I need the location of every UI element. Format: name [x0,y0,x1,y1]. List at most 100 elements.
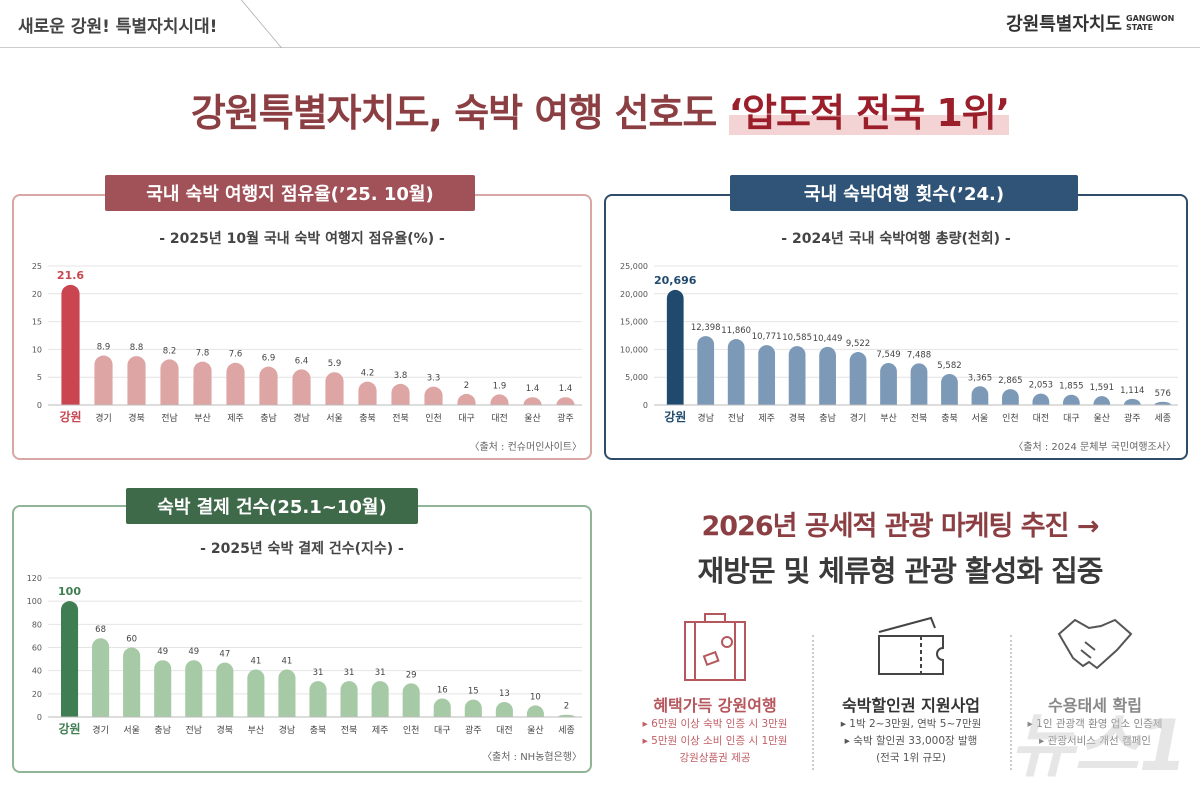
data-label: 2,053 [1029,381,1053,391]
bar [1123,398,1141,405]
bar [495,701,513,717]
x-tick-label: 부산 [194,413,211,424]
message-line1: 2026년 공세적 관광 마케팅 추진 → [701,511,1099,542]
bar [1002,389,1019,405]
data-label: 21.6 [57,269,84,282]
x-tick-label: 충북 [359,413,376,424]
x-tick-label: 제주 [227,413,244,424]
x-tick-label: 광주 [465,724,482,736]
x-tick-label: 서울 [972,413,989,424]
data-label: 41 [250,657,261,667]
chart-share: 0 5 10 15 20 25 21.6 강원 8.9 경기 8.8 경북 8.2 전남 7.8 부산 7.6 제… [32,262,582,424]
bar [1032,393,1050,405]
data-label: 100 [58,585,81,598]
watermark: 뉴스1 [1010,705,1188,787]
data-label: 16 [437,685,448,695]
x-tick-label: 경북 [217,724,234,736]
bar [193,361,212,405]
data-label: 576 [1155,389,1171,399]
y-tick-label: 0 [37,401,42,410]
x-tick-label: 제주 [758,413,775,424]
y-tick-label: 25,000 [620,262,648,271]
bar [556,397,575,405]
x-tick-label: 세종 [558,725,575,736]
item-benefit: 혜택가득 강원여행 ▸ 6만원 이상 숙박 인증 시 3만원 ▸ 5만원 이상 소… [620,612,810,767]
bar [1154,401,1172,405]
data-label: 2,865 [998,376,1022,386]
bar [402,683,420,717]
item-hospitality: 수용태세 확립 ▸ 1인 관광객 환영 업소 인증제 ▸ 관광서비스 개선 캠페인 [1000,612,1190,750]
data-label: 29 [406,670,417,680]
chart-payments: 0 20 40 60 80 100 120 100 강원 68 경기 60 서울 49 충남 49 전남 47 경북… [27,574,582,736]
y-tick-label: 20,000 [620,290,648,299]
x-tick-label: 세종 [1154,413,1171,424]
bar [60,601,79,717]
x-tick-label: 대전 [491,413,508,424]
divider [211,0,283,48]
item-voucher: 숙박할인권 지원사업 ▸ 1박 2~3만원, 연박 5~7만원 ▸ 숙박 할인권 … [816,612,1006,767]
chart-trips: 0 5,000 10,000 15,000 20,000 25,000 20,696 강원 12… [620,262,1178,424]
data-label: 5,582 [937,361,961,371]
x-tick-label: 제주 [372,725,389,736]
data-label: 31 [313,668,324,678]
bar [819,346,836,405]
data-label: 1,591 [1090,383,1114,393]
chart-title: - 2025년 숙박 결제 건수(지수) - [200,541,404,557]
tab-payments: 숙박 결제 건수(25.1~10월) [126,488,418,524]
data-label: 6.4 [295,356,309,366]
x-tick-label: 경북 [789,412,806,424]
bar [325,372,344,405]
x-tick-label: 경남 [293,412,310,424]
bar [226,362,245,405]
x-tick-label: 충남 [154,725,171,736]
chart-title: - 2025년 10월 국내 숙박 여행지 점유율(%) - [159,231,445,247]
bar [309,681,327,717]
bar [1093,396,1111,405]
x-tick-label: 전남 [185,725,202,736]
tab-share: 국내 숙박 여행지 점유율(’25. 10월) [105,175,475,211]
tab-trips: 국내 숙박여행 횟수(’24.) [730,175,1078,211]
data-label: 3,365 [968,373,992,383]
bar [278,669,296,717]
y-tick-label: 0 [643,401,648,410]
data-label: 41 [282,657,293,667]
data-label: 15 [468,687,479,697]
x-tick-label: 경기 [92,724,109,736]
data-label: 6.9 [262,354,276,364]
data-label: 20,696 [654,274,697,287]
y-tick-label: 15 [32,318,42,327]
bar [340,681,358,717]
slogan: 새로운 강원! 특별자치시대! [18,17,218,37]
x-tick-label: 부산 [880,413,897,424]
data-label: 1,855 [1059,382,1083,392]
bar [490,394,509,405]
bar [910,363,928,405]
x-tick-label: 울산 [527,725,544,736]
data-label: 31 [375,668,386,678]
y-tick-label: 10 [32,345,42,354]
chart-title: - 2024년 국내 숙박여행 총량(천회) - [781,231,1011,247]
y-tick-label: 25 [32,262,42,271]
x-tick-label: 서울 [326,413,343,424]
x-tick-label: 대전 [1033,413,1050,424]
bar [697,336,715,405]
bar [941,373,958,405]
data-label: 7,549 [876,350,900,360]
y-tick-label: 60 [32,644,42,653]
x-tick-label: 부산 [248,725,265,736]
page-title: 강원특별자치도, 숙박 여행 선호도 ‘압도적 전국 1위’ [190,91,1010,135]
data-label: 1.9 [493,381,507,391]
data-label: 8.2 [163,346,177,356]
bar [123,647,141,717]
data-label: 1.4 [526,384,540,394]
bar [292,369,311,405]
y-tick-label: 10,000 [620,345,648,354]
bar [727,339,745,405]
x-tick-label: 충남 [260,413,277,424]
bar [371,681,389,717]
x-tick-label: 충북 [310,725,327,736]
bar [391,383,410,405]
data-label: 8.9 [97,343,111,353]
data-label: 47 [219,650,230,660]
divider [812,635,814,770]
